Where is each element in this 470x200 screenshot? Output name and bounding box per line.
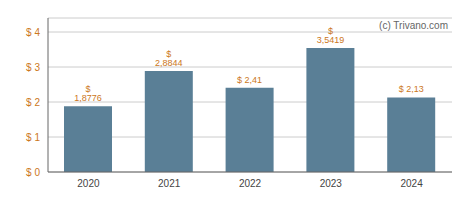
svg-text:$ 2,41: $ 2,41 (237, 75, 262, 85)
svg-text:$ 2: $ 2 (26, 97, 40, 108)
svg-text:$1,8776: $1,8776 (74, 84, 102, 103)
svg-text:2024: 2024 (400, 178, 423, 189)
svg-text:$3,5419: $3,5419 (317, 26, 345, 45)
svg-text:$ 3: $ 3 (26, 62, 40, 73)
svg-text:$2,8844: $2,8844 (155, 49, 183, 68)
svg-text:2023: 2023 (320, 178, 343, 189)
svg-text:$ 0: $ 0 (26, 167, 40, 178)
svg-text:$ 4: $ 4 (26, 27, 40, 38)
svg-text:$ 2,13: $ 2,13 (399, 84, 424, 94)
svg-text:$ 1: $ 1 (26, 132, 40, 143)
html-text:(c) Trivano.com: (c) Trivano.com (379, 20, 448, 31)
svg-text:2020: 2020 (77, 178, 100, 189)
svg-text:2021: 2021 (158, 178, 181, 189)
svg-text:2022: 2022 (239, 178, 262, 189)
